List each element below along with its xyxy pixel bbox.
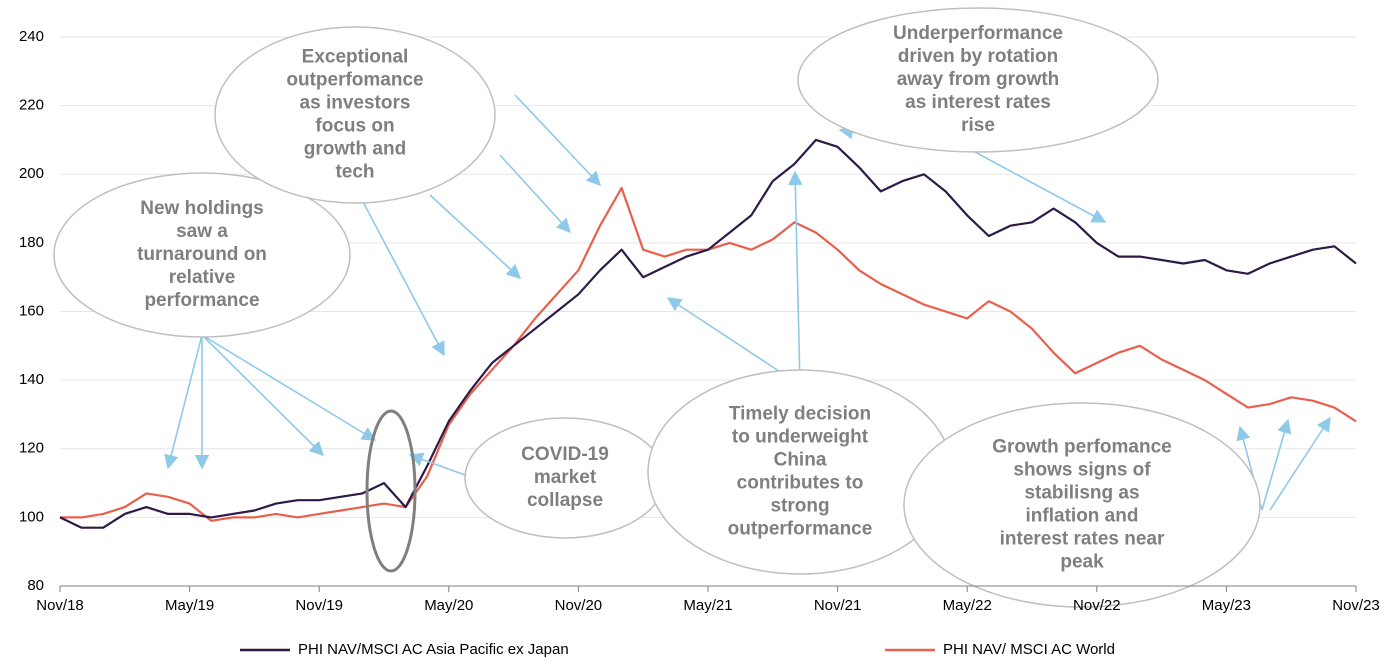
annotation-text: China [774, 450, 827, 471]
y-tick-label: 240 [19, 28, 44, 45]
lines [59, 138, 1357, 529]
annotation-text: as investors [300, 93, 411, 114]
annotation-text: strong [770, 496, 829, 517]
annotation-text: New holdings [140, 198, 264, 219]
annotation-text: stabilisng as [1024, 483, 1139, 504]
series-line [59, 138, 1357, 529]
annotation-arrow [514, 94, 601, 187]
annotation-text: collapse [527, 490, 603, 511]
annotation-text: growth and [304, 139, 406, 160]
x-tick-label: May/23 [1202, 597, 1251, 614]
x-tick-label: Nov/22 [1073, 597, 1121, 614]
y-tick-label: 220 [19, 97, 44, 114]
annotation-arrow [408, 452, 466, 476]
highlight-ellipse [365, 409, 417, 573]
y-tick-label: 140 [19, 371, 44, 388]
annotation-arrow [788, 170, 803, 386]
annotation-text: turnaround on [137, 244, 267, 265]
annotation-arrow [201, 334, 377, 441]
annotation-arrow [1269, 416, 1331, 511]
x-tick-label: Nov/23 [1332, 597, 1380, 614]
annotation-text: relative [169, 267, 236, 288]
annotation-text: to underweight [732, 427, 869, 448]
annotation-text: Exceptional [302, 47, 409, 68]
annotation-arrow [164, 334, 203, 470]
annotation-bubble [797, 7, 1159, 153]
annotation-arrow [429, 194, 522, 279]
annotation-text: as interest rates [905, 92, 1051, 113]
annotation-text: focus on [315, 116, 394, 137]
annotation-text: contributes to [737, 473, 864, 494]
annotation-bubble [214, 26, 496, 204]
annotation-text: saw a [176, 221, 228, 242]
y-tick-label: 180 [19, 234, 44, 251]
legend-label: PHI NAV/MSCI AC Asia Pacific ex Japan [298, 641, 569, 658]
x-tick-label: Nov/21 [814, 597, 862, 614]
x-tick-label: May/22 [943, 597, 992, 614]
axes: 80 100 120 140 160 180 200 220 240 Nov/18 May/19 No… [19, 28, 1380, 614]
x-tick-label: May/19 [165, 597, 214, 614]
annotation-text: outperfomance [286, 70, 423, 91]
y-tick-label: 120 [19, 440, 44, 457]
annotation-text: inflation and [1026, 506, 1139, 527]
annotation-arrow [361, 199, 445, 357]
x-tick-label: Nov/20 [555, 597, 603, 614]
annotation-bubble [53, 172, 351, 338]
arrows [164, 94, 1331, 511]
y-tick-label: 200 [19, 165, 44, 182]
annotation-arrow [201, 334, 325, 457]
y-tick-label: 80 [27, 577, 44, 594]
annotation-text: market [534, 467, 597, 488]
annotation-text: COVID-19 [521, 444, 609, 465]
x-tick-label: Nov/18 [36, 597, 84, 614]
x-tick-label: Nov/19 [295, 597, 343, 614]
annotation-text: performance [144, 290, 259, 311]
x-tick-label: May/21 [683, 597, 732, 614]
annotation-text: rise [961, 115, 995, 136]
legend-label: PHI NAV/ MSCI AC World [943, 641, 1115, 658]
annotation-arrow [499, 154, 571, 234]
annotation-arrow [1261, 418, 1292, 511]
x-tick-label: May/20 [424, 597, 473, 614]
annotation-text: Growth perfomance [992, 437, 1171, 458]
y-tick-label: 100 [19, 508, 44, 525]
annotation-text: Underperformance [893, 23, 1063, 44]
annotation-text: Timely decision [729, 404, 871, 425]
annotation-text: shows signs of [1013, 460, 1151, 481]
annotation-text: tech [335, 162, 374, 183]
annotation-bubble [903, 402, 1261, 608]
annotation-text: peak [1060, 552, 1104, 573]
annotation-text: interest rates near [1000, 529, 1165, 550]
annotation-text: outperformance [728, 519, 873, 540]
annotation-text: away from growth [897, 69, 1060, 90]
y-tick-label: 160 [19, 302, 44, 319]
annotation-arrow [974, 151, 1107, 223]
annotation-text: driven by rotation [898, 46, 1058, 67]
